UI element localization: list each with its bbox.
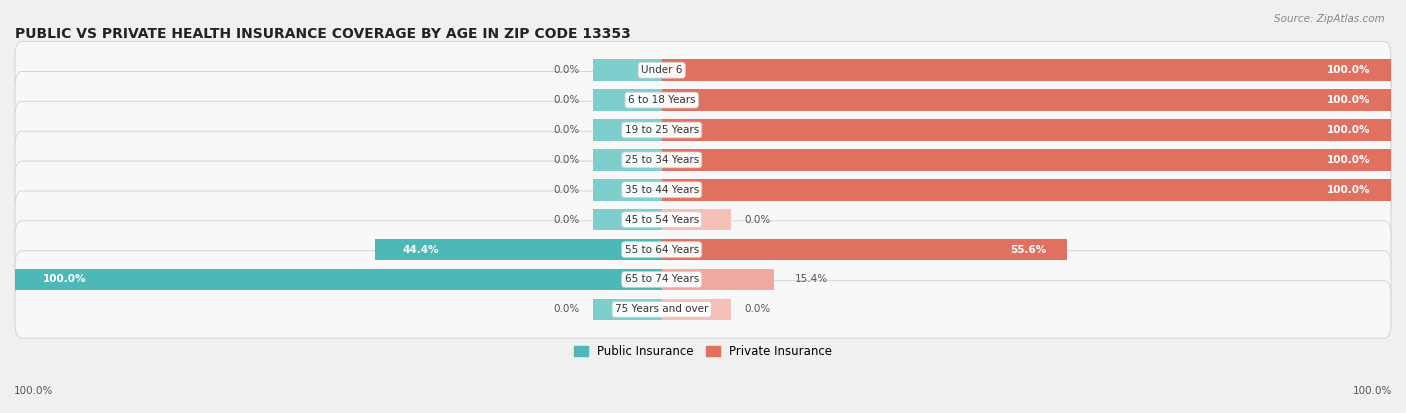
Text: 100.0%: 100.0% xyxy=(1327,125,1371,135)
Text: 55.6%: 55.6% xyxy=(1011,244,1046,254)
Text: 100.0%: 100.0% xyxy=(1327,95,1371,105)
FancyBboxPatch shape xyxy=(15,251,1391,308)
Bar xyxy=(374,239,662,260)
Bar xyxy=(662,119,1391,141)
Text: 0.0%: 0.0% xyxy=(553,155,579,165)
Bar xyxy=(593,209,662,230)
Bar xyxy=(662,179,1391,201)
Text: Source: ZipAtlas.com: Source: ZipAtlas.com xyxy=(1274,14,1385,24)
Bar xyxy=(593,89,662,111)
Bar xyxy=(593,119,662,141)
Text: 0.0%: 0.0% xyxy=(744,304,770,314)
Text: 75 Years and over: 75 Years and over xyxy=(614,304,709,314)
Text: 0.0%: 0.0% xyxy=(553,125,579,135)
Bar xyxy=(662,239,1067,260)
FancyBboxPatch shape xyxy=(15,131,1391,189)
Text: 55 to 64 Years: 55 to 64 Years xyxy=(624,244,699,254)
Text: 100.0%: 100.0% xyxy=(1353,387,1392,396)
Text: 100.0%: 100.0% xyxy=(14,387,53,396)
Text: 45 to 54 Years: 45 to 54 Years xyxy=(624,215,699,225)
Bar xyxy=(662,149,1391,171)
Bar xyxy=(593,149,662,171)
Text: 100.0%: 100.0% xyxy=(1327,155,1371,165)
FancyBboxPatch shape xyxy=(15,281,1391,338)
Text: Under 6: Under 6 xyxy=(641,65,682,75)
Bar xyxy=(662,59,1391,81)
FancyBboxPatch shape xyxy=(15,42,1391,99)
Text: 15.4%: 15.4% xyxy=(794,275,828,285)
Bar xyxy=(593,299,662,320)
Text: 0.0%: 0.0% xyxy=(553,65,579,75)
FancyBboxPatch shape xyxy=(15,71,1391,129)
Text: 6 to 18 Years: 6 to 18 Years xyxy=(628,95,696,105)
Bar xyxy=(662,209,731,230)
Text: 0.0%: 0.0% xyxy=(744,215,770,225)
Text: PUBLIC VS PRIVATE HEALTH INSURANCE COVERAGE BY AGE IN ZIP CODE 13353: PUBLIC VS PRIVATE HEALTH INSURANCE COVER… xyxy=(15,27,631,41)
Text: 0.0%: 0.0% xyxy=(553,185,579,195)
FancyBboxPatch shape xyxy=(15,161,1391,218)
Text: 25 to 34 Years: 25 to 34 Years xyxy=(624,155,699,165)
Bar xyxy=(593,179,662,201)
Text: 0.0%: 0.0% xyxy=(553,215,579,225)
Text: 65 to 74 Years: 65 to 74 Years xyxy=(624,275,699,285)
Text: 35 to 44 Years: 35 to 44 Years xyxy=(624,185,699,195)
Bar xyxy=(662,89,1391,111)
Text: 44.4%: 44.4% xyxy=(402,244,439,254)
FancyBboxPatch shape xyxy=(15,221,1391,278)
Bar xyxy=(593,59,662,81)
Bar xyxy=(15,269,662,290)
Bar xyxy=(662,299,731,320)
FancyBboxPatch shape xyxy=(15,191,1391,248)
Text: 19 to 25 Years: 19 to 25 Years xyxy=(624,125,699,135)
FancyBboxPatch shape xyxy=(15,101,1391,159)
Text: 0.0%: 0.0% xyxy=(553,95,579,105)
Text: 0.0%: 0.0% xyxy=(553,304,579,314)
Legend: Public Insurance, Private Insurance: Public Insurance, Private Insurance xyxy=(569,340,837,363)
Text: 100.0%: 100.0% xyxy=(42,275,86,285)
Bar xyxy=(662,269,775,290)
Text: 100.0%: 100.0% xyxy=(1327,185,1371,195)
Text: 100.0%: 100.0% xyxy=(1327,65,1371,75)
